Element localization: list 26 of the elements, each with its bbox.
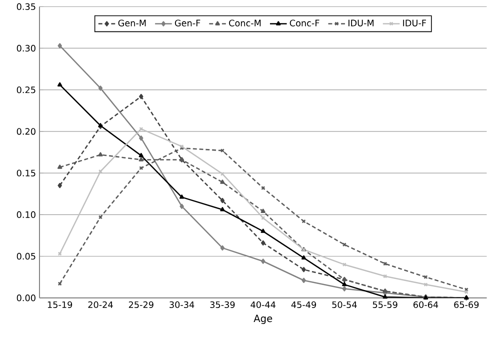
legend-label: Conc-M: [229, 20, 261, 26]
y-tick-label: 0.25: [16, 86, 36, 94]
x-tick-label: 65-69: [454, 301, 479, 308]
y-tick-label: 0.30: [16, 44, 36, 52]
y-tick-label: 0.20: [16, 128, 36, 135]
y-tick-label: 0.10: [16, 211, 36, 218]
x-tick-label: 40-44: [250, 301, 276, 308]
x-tick-label: 55-59: [372, 301, 398, 308]
x-axis-title: Age: [254, 314, 272, 324]
x-tick-label: 35-39: [210, 301, 235, 308]
legend-label: Gen-M: [118, 20, 146, 26]
x-tick-label: 15-19: [48, 301, 72, 308]
y-tick-label: 0.00: [16, 294, 36, 302]
x-tick-label: 60-64: [413, 301, 438, 308]
x-tick-label: 50-54: [332, 301, 357, 308]
y-tick-label: 0.05: [16, 252, 36, 260]
x-tick-label: 45-49: [291, 301, 316, 308]
y-tick-label: 0.15: [16, 170, 36, 176]
legend-label: IDU-F: [403, 20, 426, 26]
legend-label: Conc-F: [290, 20, 320, 26]
x-tick-label: 20-24: [88, 301, 113, 308]
x-tick-label: 25-29: [128, 301, 154, 308]
x-tick-label: 30-34: [170, 301, 194, 308]
legend-label: Gen-F: [174, 20, 200, 26]
legend-label: IDU-M: [348, 20, 374, 26]
y-tick-label: 0.35: [16, 3, 36, 10]
